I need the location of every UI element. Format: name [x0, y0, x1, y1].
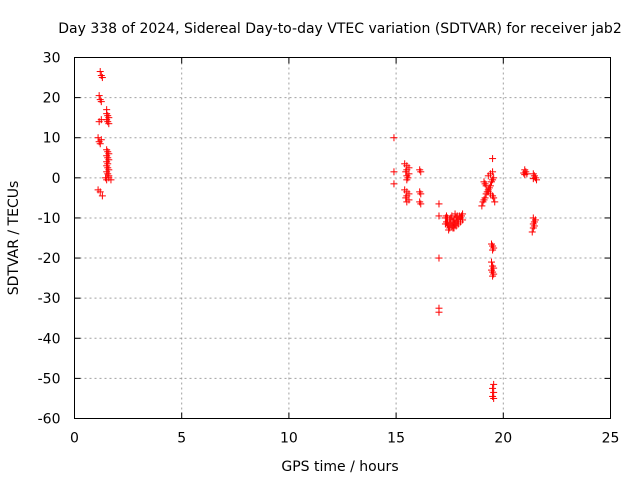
y-tick-label: 30	[43, 51, 61, 67]
y-tick-label: 0	[52, 171, 61, 187]
data-point	[488, 259, 495, 266]
data-point	[529, 228, 536, 235]
data-point	[390, 134, 397, 141]
x-tick-label: 0	[70, 431, 79, 447]
data-point	[489, 155, 496, 162]
y-tick-label: 10	[43, 131, 61, 147]
data-point	[489, 385, 496, 392]
data-point	[97, 68, 104, 75]
x-tick-label: 20	[494, 431, 512, 447]
data-point	[390, 180, 397, 187]
axis-ticks	[75, 58, 611, 419]
x-tick-label: 25	[602, 431, 620, 447]
data-point	[490, 389, 497, 396]
chart-title: Day 338 of 2024, Sidereal Day-to-day VTE…	[58, 21, 621, 37]
data-point	[96, 92, 103, 99]
data-point	[491, 198, 498, 205]
data-point	[435, 309, 442, 316]
grid-lines	[75, 58, 611, 419]
y-tick-label: -20	[38, 251, 61, 267]
data-points	[95, 68, 540, 402]
y-tick-label: -40	[38, 331, 61, 347]
y-tick-label: -50	[38, 371, 61, 387]
x-axis-label: GPS time / hours	[281, 459, 398, 475]
x-tick-label: 15	[387, 431, 405, 447]
y-axis-label: SDTVAR / TECUs	[6, 181, 22, 296]
y-tick-label: -60	[38, 412, 61, 428]
y-tick-label: -30	[38, 291, 61, 307]
data-point	[435, 255, 442, 262]
y-tick-label: -10	[38, 211, 61, 227]
x-tick-label: 10	[280, 431, 298, 447]
data-point	[490, 381, 497, 388]
x-tick-label: 5	[177, 431, 186, 447]
sdtvar-scatter-chart: Day 338 of 2024, Sidereal Day-to-day VTE…	[0, 0, 640, 480]
y-tick-label: 20	[43, 91, 61, 107]
data-point	[478, 202, 485, 209]
y-tick-labels: 30 20 10 0 -10 -20 -30 -40 -50 -60	[38, 51, 61, 428]
data-point	[435, 200, 442, 207]
plot-frame	[75, 58, 611, 419]
x-tick-labels: 0 5 10 15 20 25	[70, 431, 619, 447]
